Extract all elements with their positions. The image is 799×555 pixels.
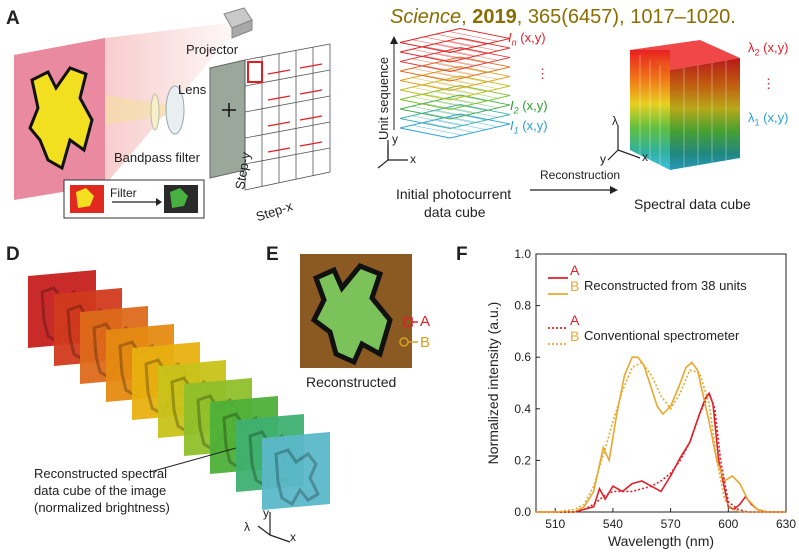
bandpass-label: Bandpass filter [114,150,200,165]
panel-d-label: D [6,244,20,265]
projector-icon [223,7,253,39]
panel-d-figure [28,270,330,543]
legend-title-reconstructed: Reconstructed from 38 units [584,278,747,293]
move-arrows-icon [222,103,236,117]
legend-key: B [570,278,579,294]
photocurrent-layer [399,104,511,129]
panel-d-caption-2: data cube of the image [34,483,167,498]
caption-pointer [149,447,237,473]
lambda2-label: λ2 (x,y) [748,40,789,58]
initial-cube-axes [377,140,408,169]
panel-e-caption: Reconstructed [306,374,397,390]
panel-f-chart: 510 540 570 600 630 0.0 0.2 0.4 0.6 0.8 1.0 Wavelen… [485,247,796,549]
panel-d-axis-x: x [290,530,296,544]
marker-b-label: B [420,334,431,351]
panel-d-caption-3: (normalized brightness) [34,500,170,515]
initial-cube-caption-2: data cube [424,204,486,220]
panel-a-label: A [6,8,20,29]
initial-cube-caption-1: Initial photocurrent [396,186,512,202]
photocurrent-layer [399,75,511,101]
layer-i1-label: I1 (x,y) [510,118,548,136]
panel-f-label: F [456,244,468,265]
initial-axis-x: x [410,152,416,166]
spectral-cube-axes [607,125,641,161]
plot-frame [535,253,787,513]
scan-grid [244,43,331,191]
panel-d-axis-y: y [263,506,269,520]
spectral-layer [262,432,330,510]
lion-silhouette [28,66,94,171]
lens-label: Lens [178,82,207,97]
photocurrent-layer [399,66,511,91]
panel-a-figure [14,7,740,219]
bandpass-filter-icon [150,93,160,131]
legend-key: A [570,312,580,328]
lambda1-label: λ1 (x,y) [748,110,789,128]
reconstruction-label: Reconstruction [540,168,621,182]
photocurrent-layer [399,85,511,110]
x-tick-label: 510 [545,517,565,531]
x-tick-label: 630 [776,517,796,531]
y-tick-label: 0.8 [514,299,531,313]
filter-label: Filter [110,186,137,200]
y-tick-label: 0.6 [514,350,531,364]
legend-key: B [570,328,579,344]
spectral-axis-y: y [600,152,606,166]
x-tick-label: 570 [661,517,681,531]
panel-e-label: E [266,244,279,265]
panel-d-axis-lambda: λ [244,520,250,534]
citation-year: 2019 [472,6,517,28]
spectral-data-cube [630,40,740,170]
reconstructed-lion [310,262,393,366]
citation: Science, 2019, 365(6457), 1017–1020. [390,6,736,28]
photocurrent-layer [399,47,511,72]
x-tick-label: 540 [603,517,623,531]
legend-title-conventional: Conventional spectrometer [584,328,740,343]
y-tick-label: 0.4 [514,402,531,416]
projector-label: Projector [186,42,239,57]
lambda-dots: ⋮ [762,76,775,91]
panel-d-caption-1: Reconstructed spectral [34,466,167,481]
series-line-b-dotted [536,361,786,513]
photocurrent-layer [399,37,511,63]
series-line-a-solid [536,391,786,513]
spectral-axis-x: x [642,150,648,164]
x-axis-title: Wavelength (nm) [608,533,714,549]
panel-d-axis-line [257,525,271,536]
photocurrent-layers [399,28,511,139]
x-tick-label: 600 [718,517,738,531]
initial-axis-y: y [392,132,398,146]
photocurrent-layer [399,94,511,120]
unit-sequence-label: Unit sequence [376,56,391,140]
panel-e-figure [300,254,418,368]
series-line-b-solid [536,356,786,513]
legend-key: A [570,262,580,278]
layer-i2-label: I2 (x,y) [510,98,548,116]
y-tick-label: 0.2 [514,453,531,467]
layer-in-label: In (x,y) [508,30,546,48]
photocurrent-layer [399,28,511,53]
y-tick-label: 1.0 [514,247,531,261]
photocurrent-layer [399,56,511,82]
citation-journal: Science [390,6,462,28]
spectral-axis-lambda: λ [612,114,618,128]
lens-icon [165,85,185,135]
marker-a-label: A [420,313,431,330]
scan-arrows [247,61,323,153]
series-line-a-dotted [536,391,786,513]
y-tick-label: 0.0 [514,505,531,519]
citation-rest: , 365(6457), 1017–1020. [516,6,736,28]
spectral-cube-caption: Spectral data cube [634,196,751,212]
y-axis-title: Normalized intensity (a.u.) [485,302,501,465]
panel-d-axis-line [269,534,291,543]
layer-dots-top: ⋮ [536,66,549,81]
photocurrent-layer [399,113,511,139]
